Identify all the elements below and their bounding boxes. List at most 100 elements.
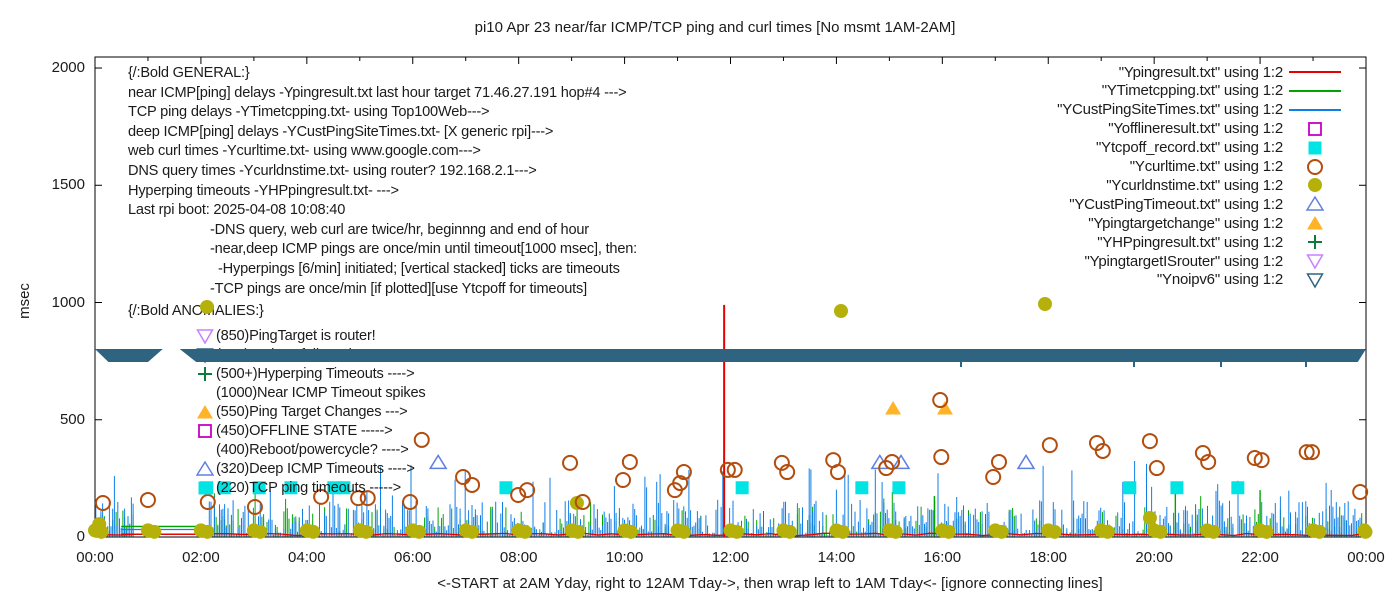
legend-item: "YHPpingresult.txt" using 1:2 xyxy=(975,233,1351,251)
circle-open-icon xyxy=(1307,158,1323,175)
x-tick-label: 16:00 xyxy=(923,549,962,566)
tri-fill-icon xyxy=(197,405,213,419)
line-icon xyxy=(1289,89,1341,92)
anomaly-text: (500+)Hyperping Timeouts ----> xyxy=(216,366,415,382)
legend-label: "Ytcpoff_record.txt" using 1:2 xyxy=(1096,139,1283,157)
legend-item: "Ypingtargetchange" using 1:2 xyxy=(975,214,1351,232)
legend-label: "Ycurldnstime.txt" using 1:2 xyxy=(1106,176,1283,194)
anomalies-header: {/:Bold ANOMALIES:} xyxy=(128,303,264,319)
x-tick-label: 04:00 xyxy=(288,549,326,566)
y-tick-label: 500 xyxy=(59,410,85,428)
general-note-line: Hyperping timeouts -YHPpingresult.txt- -… xyxy=(128,182,399,199)
x-tick-label: 14:00 xyxy=(817,549,856,566)
anomaly-text: (1000)Near ICMP Timeout spikes xyxy=(216,385,426,401)
x-tick-label: 00:00 xyxy=(76,549,114,566)
plus-icon xyxy=(198,367,212,381)
chart-title: pi10 Apr 23 near/far ICMP/TCP ping and c… xyxy=(474,19,956,36)
plus-icon xyxy=(1308,235,1322,250)
line-icon xyxy=(1289,71,1341,73)
anomaly-item: (320)Deep ICMP Timeouts ----> xyxy=(196,460,415,478)
general-note-line: -TCP pings are once/min [if plotted][use… xyxy=(210,280,587,297)
general-note-line: -DNS query, web curl are twice/hr, begin… xyxy=(210,221,589,238)
legend-item: "Ytcpoff_record.txt" using 1:2 xyxy=(975,139,1351,157)
legend-label: "Yofflineresult.txt" using 1:2 xyxy=(1108,120,1283,138)
general-note-line: deep ICMP[ping] delays -YCustPingSiteTim… xyxy=(128,123,554,140)
x-tick-label: 08:00 xyxy=(499,549,538,566)
anomaly-text: (320)Deep ICMP Timeouts ----> xyxy=(216,461,415,477)
legend-label: "Ynoipv6" using 1:2 xyxy=(1156,271,1283,289)
y-tick-label: 2000 xyxy=(51,59,85,77)
general-note-line: {/:Bold GENERAL:} xyxy=(128,65,250,81)
legend-label: "YTimetcpping.txt" using 1:2 xyxy=(1101,82,1283,100)
line-icon xyxy=(1289,108,1341,111)
spacer xyxy=(196,441,214,459)
y-tick-label: 1500 xyxy=(51,176,85,194)
tridown-open-icon xyxy=(196,348,214,364)
anomaly-item: (450)OFFLINE STATE -----> xyxy=(196,422,393,440)
general-note-line: Last rpi boot: 2025-04-08 10:08:40 xyxy=(128,202,346,219)
tridown-open-icon xyxy=(1306,254,1324,270)
x-tick-label: 12:00 xyxy=(711,549,750,566)
anomaly-text: (550)Ping Target Changes ---> xyxy=(216,404,408,420)
general-note-line: web curl times -Ycurltime.txt- using www… xyxy=(128,143,481,160)
tridown-open-icon xyxy=(1306,273,1324,289)
anomaly-item: (550)Ping Target Changes ---> xyxy=(196,403,408,421)
general-note-line: DNS query times -Ycurldnstime.txt- using… xyxy=(128,163,537,179)
x-axis-label: <-START at 2AM Yday, right to 12AM Tday-… xyxy=(437,575,1103,592)
anomaly-item: (850)PingTarget is router! xyxy=(196,327,376,345)
legend-label: "YCustPingTimeout.txt" using 1:2 xyxy=(1069,195,1283,213)
y-tick-label: 1000 xyxy=(51,293,85,311)
tri-open-icon xyxy=(196,460,214,476)
anomaly-text: (785)No ipv6 full stack -----> xyxy=(216,347,392,363)
general-note-line: near ICMP[ping] delays -Ypingresult.txt … xyxy=(128,84,627,101)
legend-label: "YCustPingSiteTimes.txt" using 1:2 xyxy=(1057,101,1283,119)
circle-fill-icon xyxy=(1308,178,1322,193)
deep-timeout-triangles xyxy=(428,454,1036,470)
legend-item: "YpingtargetISrouter" using 1:2 xyxy=(975,252,1351,270)
x-tick-label: 00:00 xyxy=(1347,549,1385,566)
square-fill-icon xyxy=(198,481,212,495)
y-tick-label: 0 xyxy=(76,528,85,545)
x-tick-label: 02:00 xyxy=(182,549,220,566)
legend-item: "YCustPingTimeout.txt" using 1:2 xyxy=(975,195,1351,213)
anomaly-item: (500+)Hyperping Timeouts ----> xyxy=(196,365,415,383)
legend-label: "Ypingtargetchange" using 1:2 xyxy=(1088,214,1283,232)
general-note-line: -near,deep ICMP pings are once/min until… xyxy=(210,241,638,258)
anomaly-text: (850)PingTarget is router! xyxy=(216,328,376,344)
x-tick-label: 20:00 xyxy=(1135,549,1173,566)
tri-fill-icon xyxy=(1307,216,1323,230)
anomaly-text: (220)TCP ping timeouts -----> xyxy=(216,480,401,496)
anomaly-text: (450)OFFLINE STATE -----> xyxy=(216,423,393,439)
anomaly-text: (400)Reboot/powercycle? ----> xyxy=(216,442,409,458)
dns-time-dots xyxy=(88,495,1373,539)
anomaly-item: (400)Reboot/powercycle? ----> xyxy=(196,441,409,459)
legend-label: "YHPpingresult.txt" using 1:2 xyxy=(1097,233,1283,251)
square-open-icon xyxy=(198,424,212,438)
x-tick-label: 22:00 xyxy=(1241,549,1279,566)
tri-open-icon xyxy=(1305,195,1325,212)
x-tick-label: 18:00 xyxy=(1029,549,1068,566)
legend-item: "Yofflineresult.txt" using 1:2 xyxy=(975,120,1351,138)
legend-item: "Ycurltime.txt" using 1:2 xyxy=(975,158,1351,176)
square-fill-icon xyxy=(1308,141,1322,155)
ping-target-change-triangles xyxy=(885,401,953,415)
legend-item: "Ycurldnstime.txt" using 1:2 xyxy=(975,176,1351,194)
general-note-line: TCP ping delays -YTimetcpping.txt- using… xyxy=(128,104,490,121)
anomaly-item: (1000)Near ICMP Timeout spikes xyxy=(196,384,426,402)
legend-item: "Ynoipv6" using 1:2 xyxy=(975,271,1351,289)
square-open-icon xyxy=(1308,121,1322,136)
tridown-open-icon xyxy=(196,329,214,345)
legend-label: "YpingtargetISrouter" using 1:2 xyxy=(1084,252,1284,270)
x-tick-label: 10:00 xyxy=(605,549,644,566)
legend-item: "YTimetcpping.txt" using 1:2 xyxy=(975,82,1351,100)
x-tick-label: 06:00 xyxy=(393,549,432,566)
general-note-line: -Hyperpings [6/min] initiated; [vertical… xyxy=(218,261,620,277)
curl-time-circles xyxy=(94,392,1369,515)
legend-item: "YCustPingSiteTimes.txt" using 1:2 xyxy=(975,101,1351,119)
anomaly-item: (785)No ipv6 full stack -----> xyxy=(196,346,391,364)
spacer xyxy=(196,384,214,402)
legend-label: "Ycurltime.txt" using 1:2 xyxy=(1129,158,1283,175)
anomaly-item: (220)TCP ping timeouts -----> xyxy=(196,479,401,497)
